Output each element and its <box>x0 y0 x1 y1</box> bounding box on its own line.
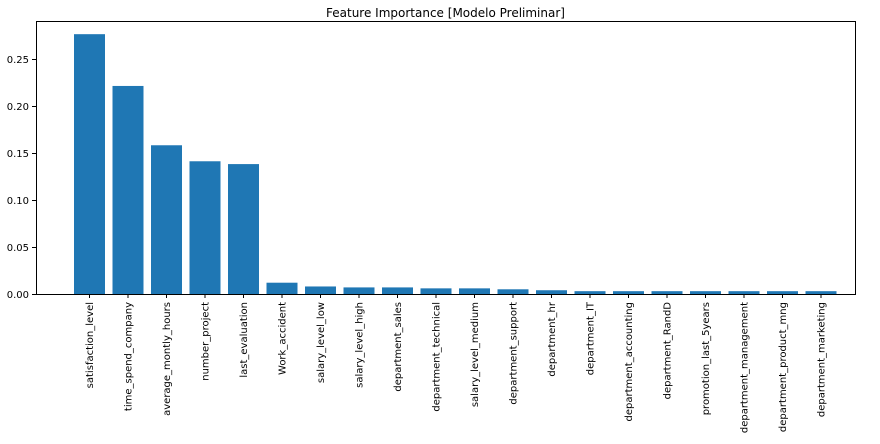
x-tick-label: department_technical <box>432 302 443 412</box>
x-tick-label: department_RandD <box>663 302 674 400</box>
x-tick-label: promotion_last_5years <box>701 302 712 415</box>
bar-department_support <box>497 289 529 294</box>
bar-salary_level_high <box>343 287 375 294</box>
bar-department_sales <box>382 287 413 294</box>
bar-department_technical <box>420 288 452 294</box>
y-axis: 0.00 0.05 0.10 0.15 0.20 0.25 <box>7 55 36 301</box>
x-tick-label: department_management <box>740 302 751 433</box>
bar-salary_level_medium <box>459 288 490 294</box>
x-tick-label: salary_level_medium <box>470 302 481 407</box>
y-tick-label: 0.00 <box>7 290 29 301</box>
bar-number_project <box>189 161 221 294</box>
y-tick-label: 0.20 <box>7 102 29 113</box>
y-tick-label: 0.15 <box>7 149 29 160</box>
bar-department_product_mng <box>767 291 798 294</box>
bars-group <box>74 34 837 294</box>
bar-department_RandD <box>651 291 683 294</box>
bar-time_spend_company <box>112 85 144 294</box>
x-tick-label: salary_level_low <box>316 302 327 383</box>
y-tick-label: 0.05 <box>7 243 29 254</box>
x-tick-label: department_support <box>509 302 520 405</box>
plot-frame <box>36 21 856 295</box>
x-tick-label: department_hr <box>547 301 558 376</box>
x-tick-label: satisfaction_level <box>85 302 96 388</box>
x-tick-label: number_project <box>201 302 212 381</box>
x-tick-label: department_product_mng <box>778 302 789 432</box>
y-tick-label: 0.25 <box>7 55 29 66</box>
x-tick-label: average_montly_hours <box>162 302 173 416</box>
x-tick-label: department_IT <box>586 301 597 375</box>
bar-department_accounting <box>613 291 644 294</box>
x-tick-label: department_marketing <box>817 302 828 417</box>
bar-satisfaction_level <box>74 34 105 294</box>
x-tick-label: department_accounting <box>624 302 635 421</box>
bar-last_evaluation <box>228 164 259 294</box>
chart-title: Feature Importance [Modelo Preliminar] <box>326 6 565 20</box>
bar-Work_accident <box>266 282 298 294</box>
x-axis: satisfaction_level time_spend_company aver… <box>85 294 828 433</box>
x-tick-label: Work_accident <box>278 302 289 375</box>
bar-department_hr <box>536 290 567 294</box>
x-tick-label: department_sales <box>393 302 404 392</box>
bar-department_management <box>728 291 760 294</box>
bar-department_IT <box>574 291 606 294</box>
x-tick-label: time_spend_company <box>124 302 135 411</box>
bar-average_montly_hours <box>151 145 182 294</box>
bar-promotion_last_5years <box>690 291 721 294</box>
bar-department_marketing <box>805 291 837 294</box>
bar-salary_level_low <box>305 286 336 294</box>
y-tick-label: 0.10 <box>7 196 29 207</box>
x-tick-label: salary_level_high <box>355 302 366 388</box>
x-tick-label: last_evaluation <box>239 302 250 378</box>
